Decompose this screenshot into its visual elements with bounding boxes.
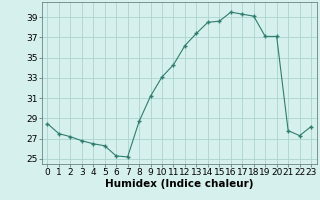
X-axis label: Humidex (Indice chaleur): Humidex (Indice chaleur) bbox=[105, 179, 253, 189]
